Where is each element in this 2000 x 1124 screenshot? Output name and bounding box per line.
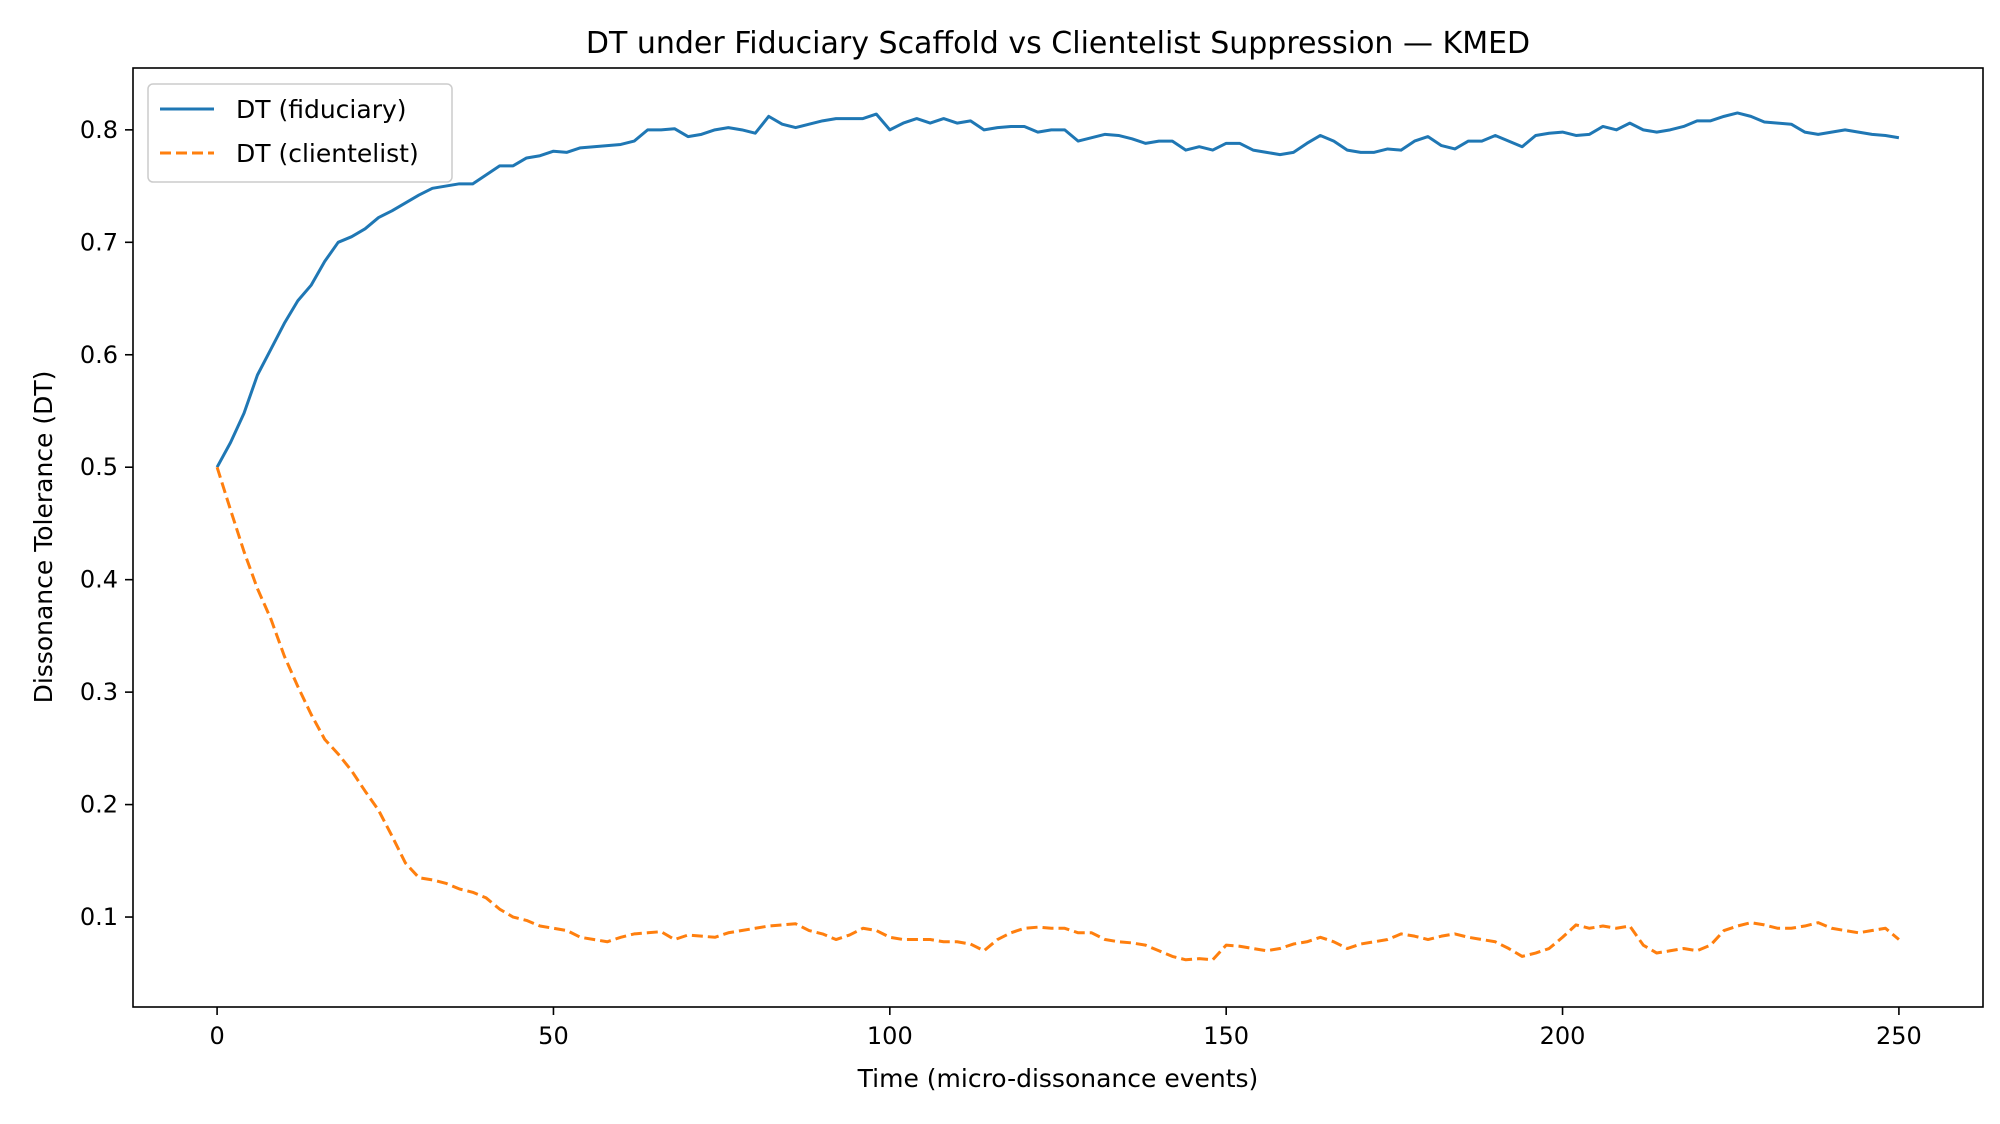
y-tick-label: 0.1 <box>80 903 118 931</box>
x-tick-label: 150 <box>1203 1022 1249 1050</box>
x-tick-label: 50 <box>538 1022 569 1050</box>
y-tick-label: 0.4 <box>80 566 118 594</box>
x-axis-ticks: 0 50 100 150 200 250 <box>209 1007 1922 1050</box>
y-axis-ticks: 0.1 0.2 0.3 0.4 0.5 0.6 0.7 0.8 <box>80 116 133 931</box>
y-tick-label: 0.3 <box>80 678 118 706</box>
y-tick-label: 0.7 <box>80 228 118 256</box>
legend: DT (fiduciary) DT (clientelist) <box>147 83 453 183</box>
series-line-fiduciary <box>215 111 1900 468</box>
plot-area-frame <box>132 67 1984 1008</box>
y-axis-label: Dissonance Tolerance (DT) <box>29 371 58 704</box>
series-line-clientelist <box>215 466 1900 962</box>
x-tick-label: 0 <box>209 1022 224 1050</box>
x-tick-label: 100 <box>867 1022 913 1050</box>
legend-label-fiduciary: DT (fiduciary) <box>236 95 407 124</box>
y-tick-label: 0.8 <box>80 116 118 144</box>
series-layer <box>215 111 1900 962</box>
legend-box <box>147 83 453 183</box>
y-tick-label: 0.2 <box>80 791 118 819</box>
x-tick-label: 250 <box>1876 1022 1922 1050</box>
y-tick-label: 0.6 <box>80 341 118 369</box>
y-tick-label: 0.5 <box>80 453 118 481</box>
x-tick-label: 200 <box>1540 1022 1586 1050</box>
x-axis-label: Time (micro-dissonance events) <box>857 1064 1259 1093</box>
legend-label-clientelist: DT (clientelist) <box>236 139 419 168</box>
chart-title: DT under Fiduciary Scaffold vs Clienteli… <box>586 26 1530 61</box>
